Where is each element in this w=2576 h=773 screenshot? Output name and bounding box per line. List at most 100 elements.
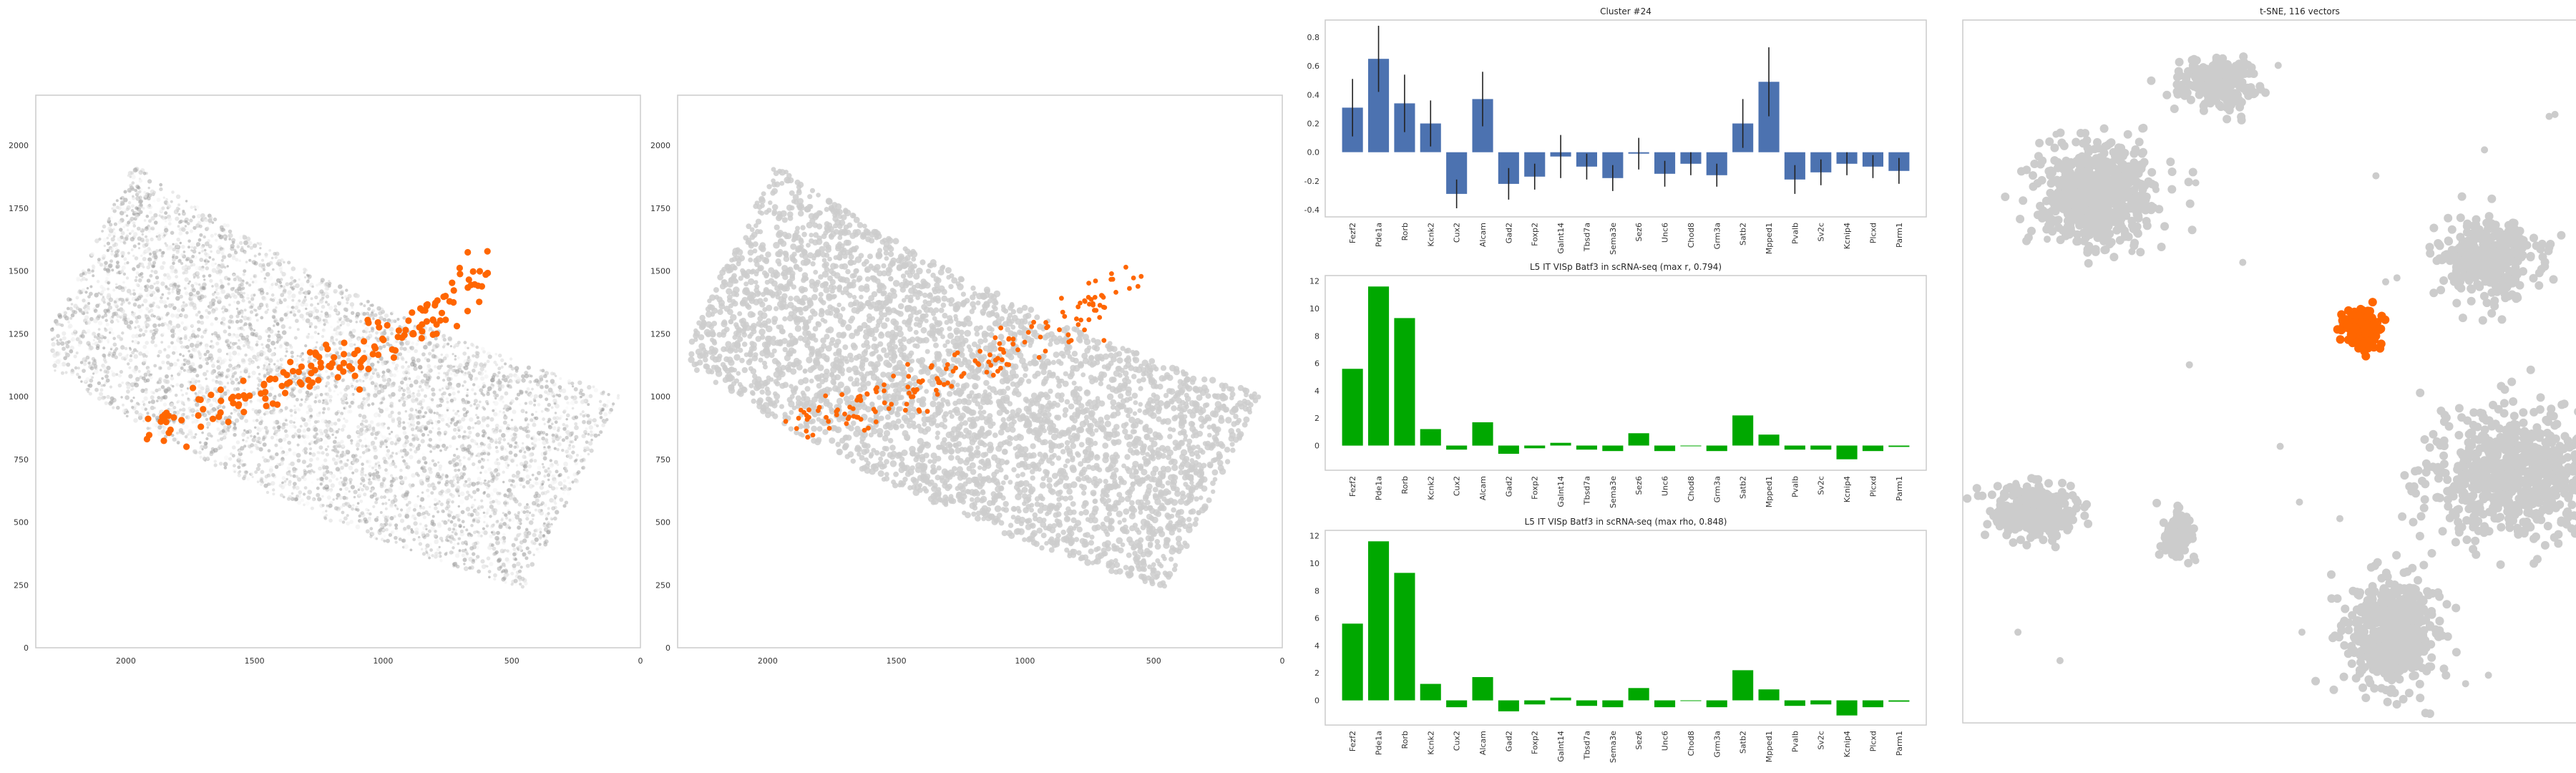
cell-point bbox=[492, 546, 497, 551]
cell-point bbox=[267, 449, 271, 453]
cell-point bbox=[203, 295, 207, 298]
cell-point bbox=[286, 350, 288, 353]
cell-point bbox=[528, 400, 533, 405]
cell-point bbox=[288, 347, 291, 350]
cell-point bbox=[303, 486, 308, 490]
cell-point bbox=[280, 457, 285, 460]
cell-point bbox=[543, 503, 547, 507]
cell-point bbox=[462, 351, 467, 356]
cell-point bbox=[209, 452, 214, 457]
cell-point bbox=[571, 480, 575, 484]
cell-point bbox=[138, 328, 143, 332]
cell-point bbox=[510, 459, 514, 463]
cell-point bbox=[112, 336, 116, 341]
cell-point bbox=[469, 454, 473, 458]
cell-point bbox=[338, 455, 341, 460]
cell-point bbox=[341, 331, 345, 335]
cell-point bbox=[498, 524, 503, 530]
cell-point bbox=[551, 474, 555, 478]
cell-point bbox=[587, 452, 590, 456]
cell-point bbox=[355, 524, 361, 530]
cell-point bbox=[367, 460, 372, 465]
cell-point bbox=[76, 372, 79, 376]
cell-point bbox=[519, 540, 524, 545]
cell-point bbox=[205, 263, 208, 266]
cell-point bbox=[520, 447, 525, 451]
cell-point bbox=[391, 361, 396, 365]
cell-point bbox=[378, 407, 381, 410]
cell-point bbox=[134, 382, 140, 388]
cell-point bbox=[574, 415, 579, 419]
cell-point bbox=[108, 263, 113, 268]
cell-point bbox=[493, 578, 497, 581]
cell-point bbox=[275, 340, 279, 344]
cell-point bbox=[535, 410, 538, 414]
cell-point bbox=[476, 416, 479, 419]
cell-point bbox=[297, 309, 301, 313]
cell-point bbox=[446, 483, 449, 487]
cell-point bbox=[489, 492, 494, 497]
cell-point bbox=[146, 265, 151, 270]
cell-point bbox=[450, 418, 455, 422]
cell-point bbox=[328, 503, 333, 508]
cell-point bbox=[318, 313, 323, 318]
cell-point bbox=[374, 469, 377, 472]
cell-point bbox=[157, 236, 162, 241]
cell-point bbox=[192, 306, 197, 311]
cell-point bbox=[222, 405, 226, 409]
cell-point bbox=[139, 203, 143, 207]
cell-point bbox=[321, 504, 325, 507]
cell-point bbox=[431, 459, 435, 462]
cell-point bbox=[489, 534, 493, 539]
cell-point bbox=[441, 472, 444, 476]
cell-point bbox=[417, 409, 422, 414]
cell-point bbox=[329, 489, 333, 493]
cell-point bbox=[114, 347, 119, 351]
cell-point bbox=[263, 366, 266, 370]
cell-point bbox=[223, 255, 226, 258]
cell-point bbox=[92, 342, 94, 346]
cell-point bbox=[261, 296, 265, 300]
cell-point bbox=[160, 233, 164, 236]
cell-point bbox=[357, 434, 361, 439]
cell-point bbox=[452, 435, 457, 440]
cell-point bbox=[379, 445, 382, 449]
cell-point bbox=[371, 303, 374, 307]
cell-point bbox=[462, 443, 464, 447]
cell-point bbox=[512, 409, 517, 414]
cell-point bbox=[514, 433, 517, 436]
cell-point bbox=[278, 409, 283, 414]
cell-point bbox=[526, 365, 532, 370]
cell-point bbox=[400, 508, 404, 512]
cell-point bbox=[298, 291, 303, 296]
cell-point bbox=[105, 322, 109, 326]
cell-point bbox=[190, 283, 195, 288]
cell-point bbox=[128, 358, 133, 363]
cell-point bbox=[403, 389, 406, 392]
cell-point bbox=[360, 511, 364, 515]
cell-point bbox=[366, 344, 370, 348]
cell-point bbox=[112, 203, 117, 207]
cell-point bbox=[122, 225, 126, 229]
cell-point bbox=[438, 438, 442, 442]
cell-point bbox=[438, 388, 441, 392]
cell-point bbox=[404, 544, 409, 550]
cell-point bbox=[475, 345, 479, 349]
cell-point bbox=[386, 368, 391, 373]
cell-point bbox=[562, 492, 565, 495]
cell-point bbox=[541, 462, 545, 466]
cell-point bbox=[235, 440, 240, 444]
cell-point bbox=[143, 396, 148, 401]
cell-point bbox=[562, 422, 566, 427]
cell-point bbox=[480, 499, 484, 502]
cell-point bbox=[248, 322, 252, 326]
cell-point bbox=[212, 361, 215, 364]
cell-point bbox=[161, 360, 165, 364]
cell-point bbox=[564, 395, 569, 401]
cell-point bbox=[532, 437, 538, 442]
cell-point bbox=[248, 326, 252, 330]
cell-point bbox=[474, 351, 479, 355]
cell-point bbox=[304, 296, 307, 298]
cell-point bbox=[245, 261, 248, 263]
cell-point bbox=[525, 425, 530, 429]
